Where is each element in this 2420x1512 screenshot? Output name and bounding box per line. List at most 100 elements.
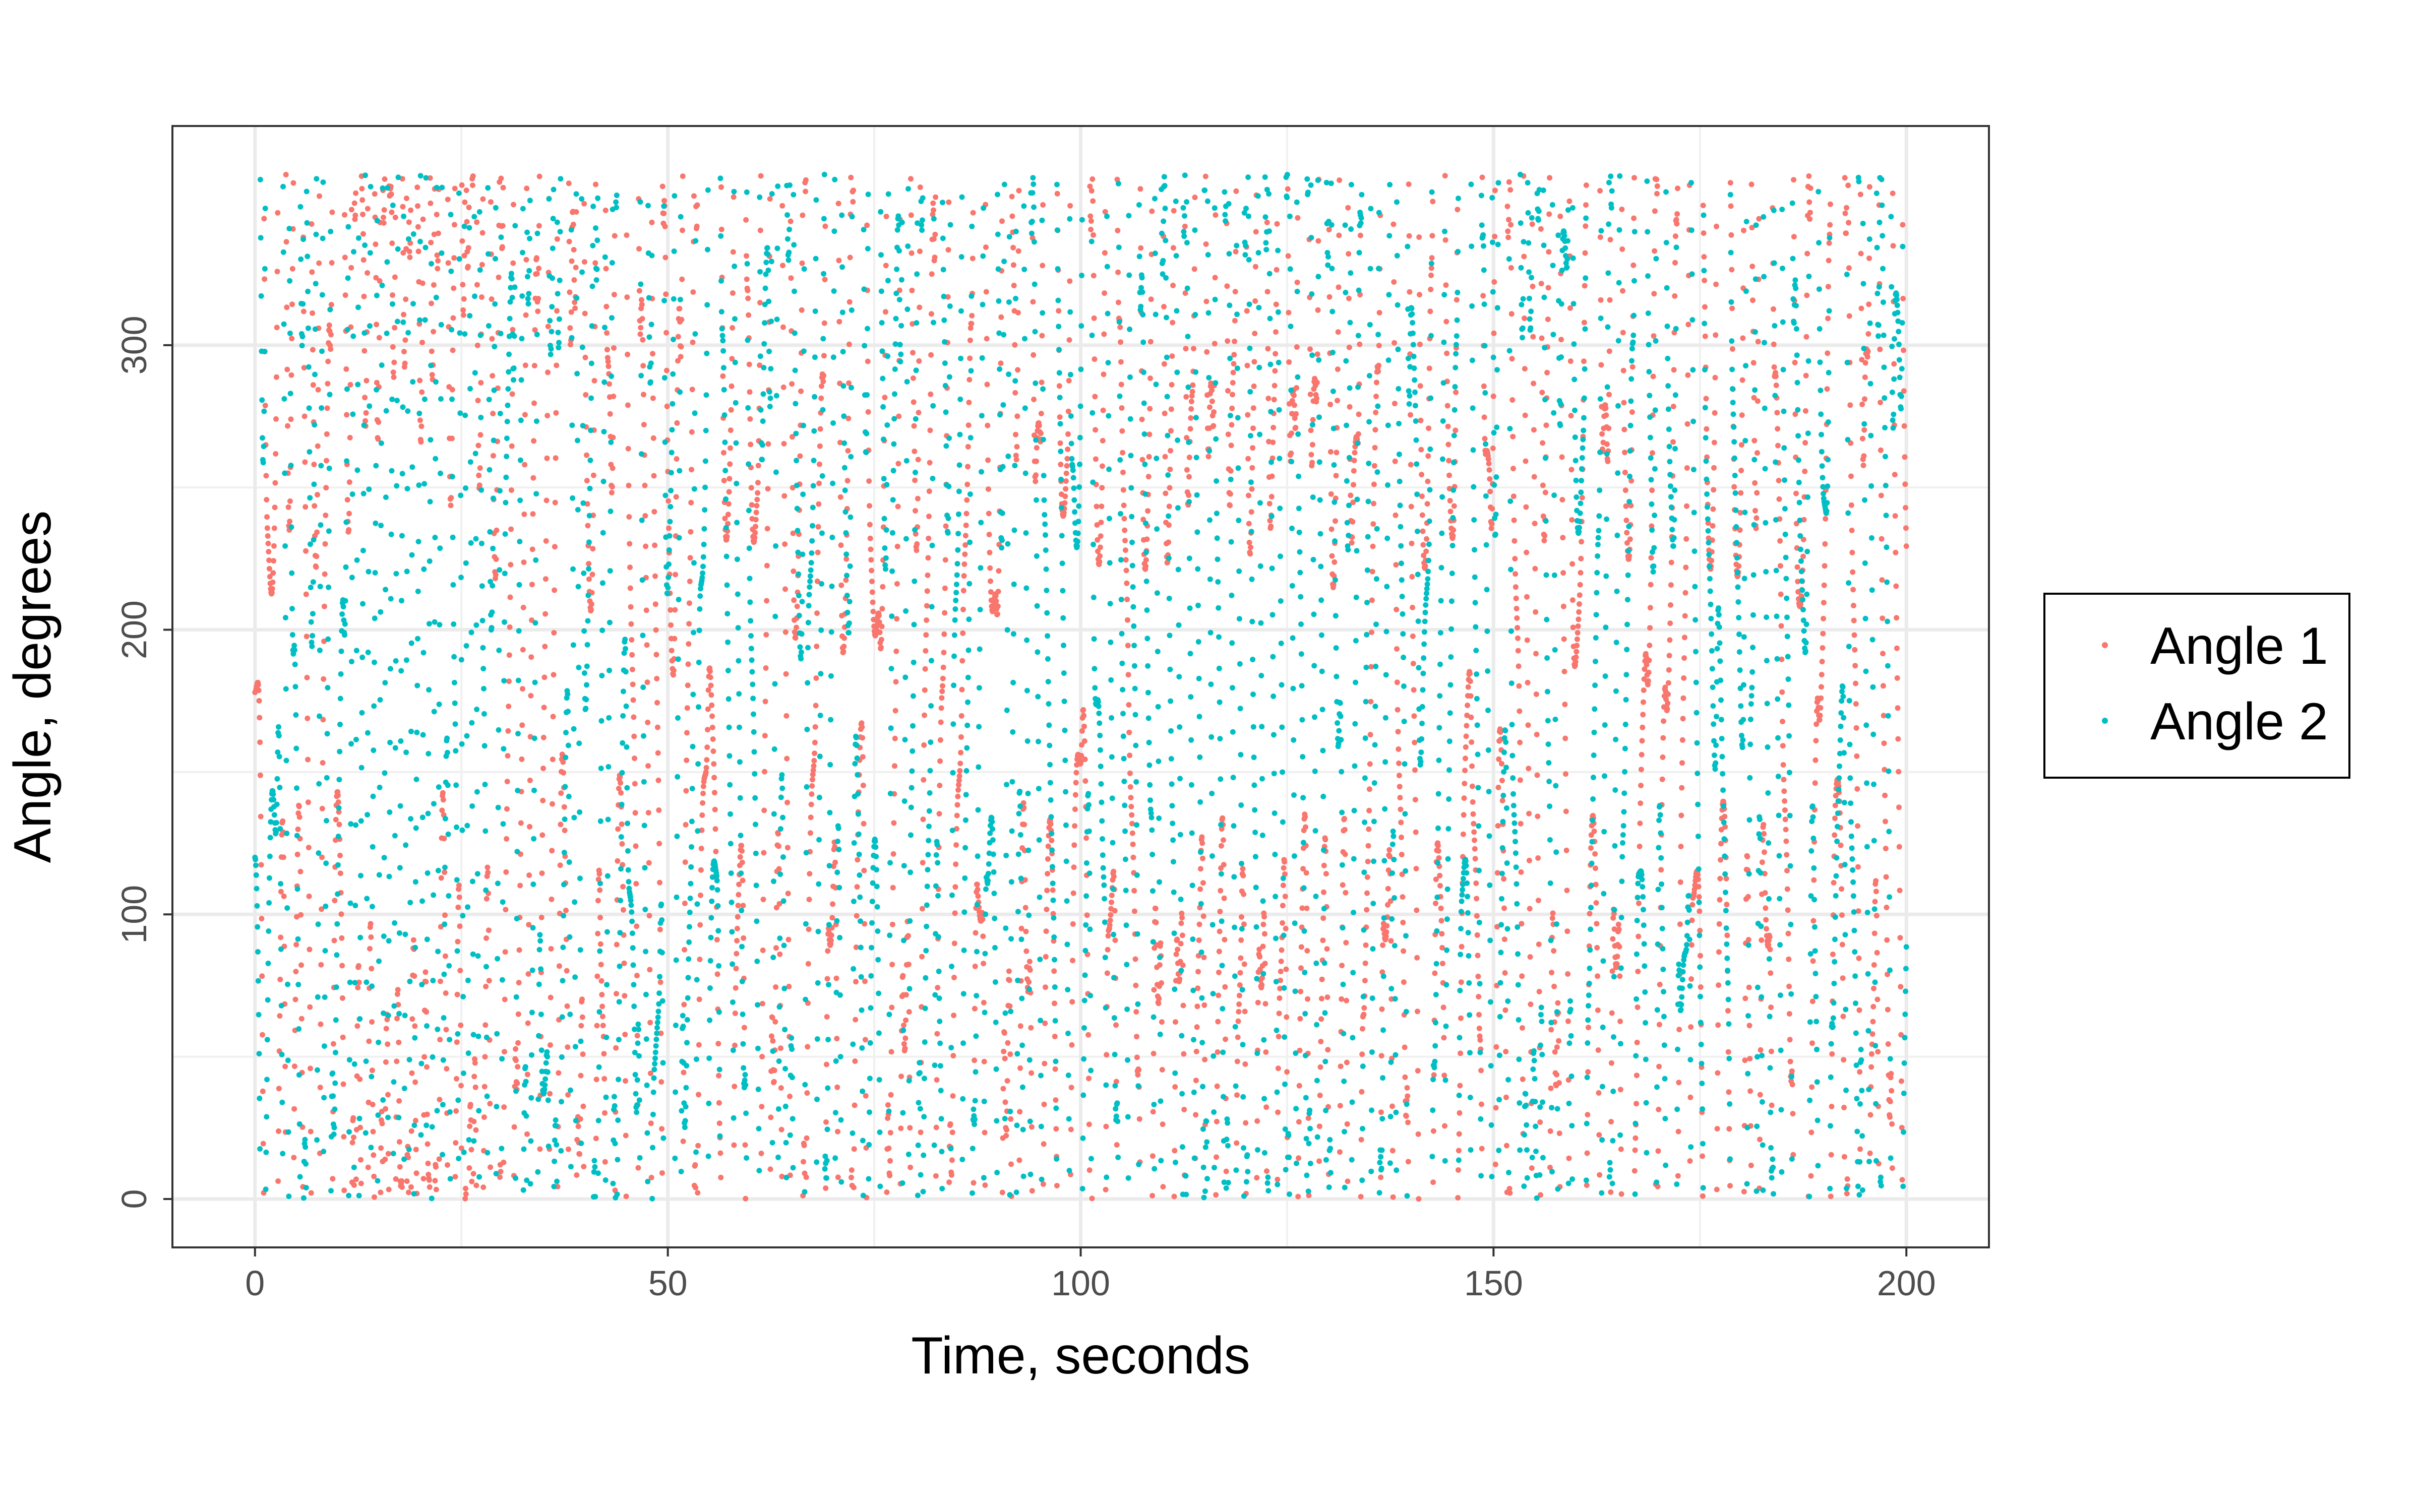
data-point-angle-1 [1873,889,1879,894]
data-point-angle-1 [519,757,524,762]
data-point-angle-2 [355,382,360,387]
data-point-angle-1 [1852,633,1857,638]
data-point-angle-1 [1274,267,1280,273]
data-point-angle-1 [274,374,279,380]
data-point-angle-1 [799,307,805,313]
data-point-angle-1 [1363,942,1369,948]
data-point-angle-1 [1425,453,1431,459]
data-point-angle-1 [485,865,490,870]
data-point-angle-1 [274,325,280,330]
data-point-angle-1 [574,209,579,215]
data-point-angle-1 [1576,623,1581,629]
data-point-angle-1 [1373,394,1379,399]
data-point-angle-1 [1204,349,1209,355]
data-point-angle-1 [1607,297,1613,303]
data-point-angle-1 [1018,1023,1023,1029]
data-point-angle-1 [680,173,686,179]
data-point-angle-1 [1685,322,1691,327]
data-point-angle-1 [783,671,789,677]
data-point-angle-1 [1364,891,1370,896]
data-point-angle-1 [553,455,559,461]
data-point-angle-2 [499,1146,504,1151]
data-point-angle-1 [600,1014,606,1019]
data-point-angle-1 [1315,351,1320,357]
data-point-angle-1 [627,541,632,546]
data-point-angle-1 [870,600,876,605]
data-point-angle-2 [385,1115,391,1120]
data-point-angle-1 [1167,485,1173,490]
data-point-angle-1 [1254,1175,1259,1180]
data-point-angle-1 [652,542,657,548]
data-point-angle-1 [397,1164,403,1170]
data-point-angle-1 [1883,818,1888,824]
data-point-angle-2 [603,1035,609,1040]
data-point-angle-1 [594,1077,599,1082]
data-point-angle-1 [757,300,763,305]
data-point-angle-2 [454,825,459,830]
data-point-angle-1 [1361,1012,1367,1017]
data-point-angle-1 [664,368,670,373]
data-point-angle-1 [1850,570,1855,575]
data-point-angle-1 [270,586,275,592]
data-point-angle-2 [520,206,526,212]
data-point-angle-2 [480,666,486,671]
data-point-angle-2 [585,618,590,623]
data-point-angle-1 [473,1085,478,1090]
data-point-angle-1 [1521,254,1527,259]
data-point-angle-2 [655,1020,660,1025]
data-point-angle-1 [1475,953,1481,958]
data-point-angle-2 [261,460,266,465]
data-point-angle-1 [1874,913,1880,918]
data-point-angle-1 [419,390,425,395]
data-point-angle-1 [965,444,971,450]
data-point-angle-1 [399,1184,405,1190]
data-point-angle-1 [1233,249,1239,255]
data-point-angle-1 [798,389,804,394]
data-point-angle-1 [1738,468,1744,473]
data-point-angle-2 [562,816,568,822]
data-point-angle-1 [1713,375,1718,381]
data-point-angle-1 [778,1085,784,1091]
data-point-angle-1 [920,906,925,912]
data-point-angle-1 [1062,500,1068,506]
data-point-angle-2 [283,615,288,620]
data-point-angle-1 [765,441,771,447]
data-point-angle-1 [416,248,421,254]
data-point-angle-2 [311,579,316,585]
data-point-angle-1 [1402,1075,1408,1080]
data-point-angle-1 [1246,493,1251,498]
data-point-angle-2 [311,537,317,542]
data-point-angle-1 [1071,864,1077,870]
data-point-angle-1 [1680,737,1685,743]
data-point-angle-1 [1365,874,1370,880]
data-point-angle-1 [1416,1196,1421,1202]
data-point-angle-1 [704,744,710,750]
data-point-angle-1 [763,699,768,704]
data-point-angle-1 [804,1090,810,1096]
data-point-angle-1 [1752,480,1758,486]
data-point-angle-1 [966,377,972,383]
data-point-angle-1 [1002,1056,1008,1061]
data-point-angle-1 [526,872,532,878]
data-point-angle-1 [1088,227,1094,232]
data-point-angle-1 [812,750,817,756]
data-point-angle-1 [650,396,656,401]
data-point-angle-2 [635,1040,641,1046]
data-point-angle-1 [1577,601,1582,607]
data-point-angle-1 [1167,467,1173,472]
data-point-angle-1 [469,1179,474,1184]
data-point-angle-1 [785,845,791,850]
data-point-angle-1 [1280,903,1286,908]
data-point-angle-1 [615,858,620,864]
data-point-angle-2 [310,633,315,639]
data-point-angle-2 [320,179,326,185]
data-point-angle-1 [494,556,499,562]
data-point-angle-1 [578,1073,584,1079]
data-point-angle-1 [1741,1189,1747,1194]
data-point-angle-1 [1630,263,1636,268]
data-point-angle-1 [1097,553,1103,559]
data-point-angle-2 [288,524,294,530]
data-point-angle-1 [996,568,1001,574]
data-point-angle-1 [275,210,280,216]
data-point-angle-1 [638,325,643,331]
